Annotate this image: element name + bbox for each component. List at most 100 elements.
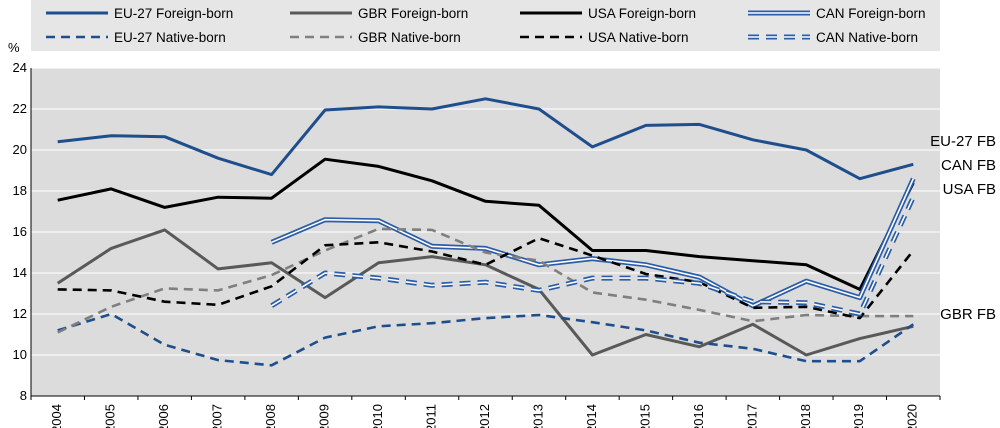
data-point	[270, 364, 272, 366]
x-tick-label: 2015	[637, 404, 652, 428]
x-tick-label: 2010	[370, 404, 385, 428]
y-tick-label: 24	[13, 60, 27, 75]
data-point	[484, 98, 486, 100]
data-point	[805, 149, 807, 151]
data-point	[324, 336, 326, 338]
data-point	[217, 157, 219, 159]
data-point	[805, 354, 807, 356]
x-tick-label: 2018	[798, 404, 813, 428]
data-point	[431, 284, 433, 286]
data-point	[591, 354, 593, 356]
data-point	[324, 158, 326, 160]
series-lines	[56, 97, 916, 367]
data-point	[591, 291, 593, 293]
data-point	[217, 304, 219, 306]
y-axis-unit-label: %	[8, 40, 20, 55]
end-labels: EU-27 FB CAN FB USA FB GBR FB	[930, 133, 996, 323]
series-can_nb	[270, 196, 916, 317]
data-point	[484, 247, 486, 249]
series-gbr_nb-stroke	[57, 227, 914, 334]
data-point	[270, 241, 272, 243]
data-point	[805, 360, 807, 362]
series-usa_nb-stroke	[57, 236, 915, 320]
x-tick-label: 2019	[851, 404, 866, 428]
data-point	[538, 204, 540, 206]
data-point	[698, 342, 700, 344]
data-point	[431, 229, 433, 231]
data-point	[645, 273, 647, 275]
data-point	[377, 228, 379, 230]
data-point	[324, 249, 326, 251]
data-point	[698, 255, 700, 257]
data-point	[752, 323, 754, 325]
y-tick-label: 14	[13, 265, 27, 280]
end-label-usa_fb: USA FB	[943, 181, 996, 198]
data-point	[110, 289, 112, 291]
data-point	[217, 268, 219, 270]
data-point	[163, 287, 165, 289]
data-point	[752, 348, 754, 350]
data-point	[805, 280, 807, 282]
series-eu_fb	[57, 97, 914, 181]
x-tick-label: 2005	[103, 404, 118, 428]
legend-label: USA Foreign-born	[588, 6, 696, 21]
x-tick-label: 2012	[477, 404, 492, 428]
data-point	[217, 289, 219, 291]
legend-label: CAN Foreign-born	[816, 6, 926, 21]
data-point	[431, 180, 433, 182]
legend-item-eu_nb: EU-27 Native-born	[46, 30, 226, 45]
data-point	[431, 322, 433, 324]
data-point	[805, 264, 807, 266]
end-label-eu_fb: EU-27 FB	[930, 133, 996, 150]
data-point	[698, 346, 700, 348]
data-point	[538, 237, 540, 239]
gridlines	[31, 67, 940, 356]
data-point	[912, 178, 914, 180]
legend-label: EU-27 Native-born	[114, 30, 226, 45]
x-tick-label: 2008	[263, 404, 278, 428]
data-point	[324, 296, 326, 298]
legend-label: GBR Foreign-born	[358, 6, 468, 21]
data-point	[591, 146, 593, 148]
data-point	[752, 301, 754, 303]
data-point	[377, 277, 379, 279]
y-tick-label: 20	[13, 142, 27, 157]
data-point	[110, 306, 112, 308]
y-tick-label: 8	[20, 388, 27, 403]
data-point	[431, 245, 433, 247]
data-point	[324, 219, 326, 221]
axes: 8 10 12 14 16 18 20 22 24 2004 2005 2006 2007 2008 200…	[13, 60, 941, 428]
y-tick-label: 12	[13, 306, 27, 321]
data-point	[270, 262, 272, 264]
x-tick-label: 2017	[744, 404, 759, 428]
data-point	[163, 229, 165, 231]
x-tick-label: 2009	[317, 404, 332, 428]
data-point	[484, 264, 486, 266]
legend-item-gbr_nb: GBR Native-born	[290, 30, 461, 45]
data-point	[270, 197, 272, 199]
series-usa_nb	[57, 236, 915, 320]
legend-item-can_fb: CAN Foreign-born	[748, 6, 926, 21]
data-point	[484, 281, 486, 283]
data-point	[57, 282, 59, 284]
data-point	[538, 260, 540, 262]
series-eu_fb-stroke	[57, 97, 914, 181]
data-point	[591, 321, 593, 323]
series-gbr_nb	[57, 227, 914, 334]
data-point	[859, 178, 861, 180]
data-point	[645, 124, 647, 126]
y-tick-label: 16	[13, 224, 27, 239]
x-tick-label: 2011	[423, 404, 438, 428]
data-point	[538, 289, 540, 291]
series-can_nb-inner-stroke	[271, 196, 915, 315]
series-can_fb	[270, 177, 916, 309]
x-tick-label: 2014	[584, 404, 599, 428]
data-point	[912, 196, 914, 198]
x-tick-label: 2016	[691, 404, 706, 428]
data-point	[538, 264, 540, 266]
legend-label: EU-27 Foreign-born	[114, 6, 233, 21]
data-point	[591, 277, 593, 279]
x-tick-label: 2004	[49, 404, 64, 428]
data-point	[752, 320, 754, 322]
data-point	[57, 331, 59, 333]
